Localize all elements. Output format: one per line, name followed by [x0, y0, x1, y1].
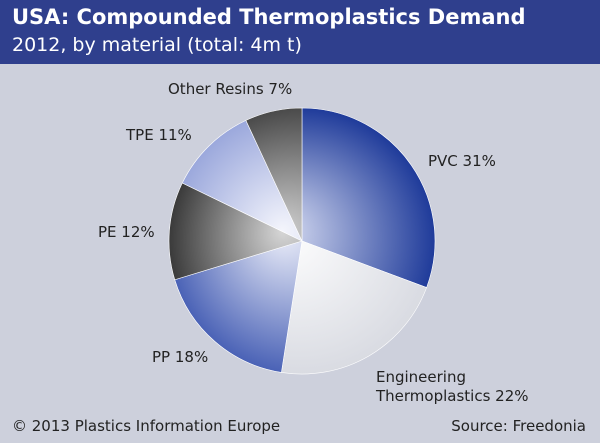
- slice-label-engineering-thermoplastics: Engineering Thermoplastics 22%: [375, 368, 529, 405]
- pie-slices: [168, 107, 436, 375]
- chart-subtitle: 2012, by material (total: 4m t): [12, 34, 302, 56]
- slice-label-tpe: TPE 11%: [125, 126, 192, 144]
- slice-label-pe: PE 12%: [98, 223, 155, 241]
- pie-slice-pp: [174, 240, 303, 373]
- chart-title: USA: Compounded Thermoplastics Demand: [12, 5, 526, 29]
- pie-slice-engineering-thermoplastics: [281, 240, 427, 375]
- pie-slice-tpe: [181, 120, 303, 242]
- pie-labels: PVC 31% Engineering Thermoplastics 22% PP 1…: [98, 80, 529, 405]
- slice-label-pvc: PVC 31%: [428, 152, 496, 170]
- pie-slice-pe: [168, 182, 303, 281]
- pie-slice-pvc: [301, 107, 436, 288]
- copyright-text: © 2013 Plastics Information Europe: [12, 417, 281, 435]
- pie-slice-other-resins: [245, 107, 303, 242]
- slice-label-other-resins: Other Resins 7%: [168, 80, 292, 98]
- source-text: Source: Freedonia: [451, 417, 586, 435]
- header-bar: USA: Compounded Thermoplastics Demand 20…: [0, 0, 600, 64]
- slice-label-pp: PP 18%: [152, 348, 208, 366]
